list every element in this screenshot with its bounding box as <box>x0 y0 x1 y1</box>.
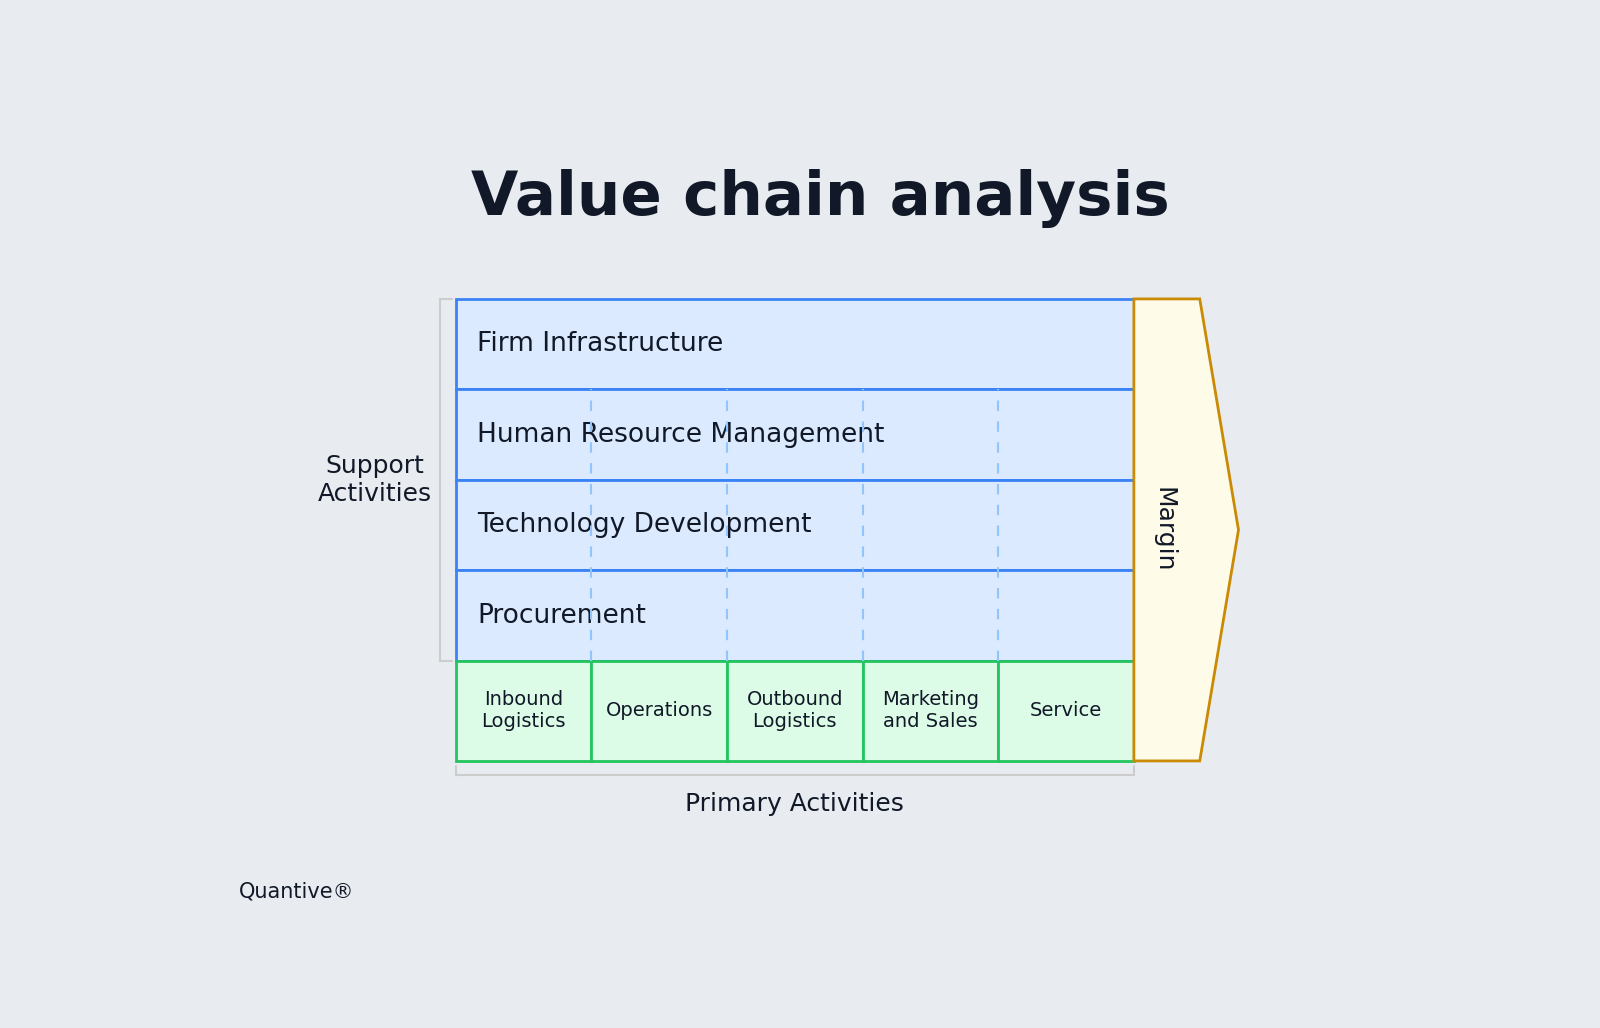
Polygon shape <box>1134 299 1238 761</box>
Bar <box>456 661 592 761</box>
Text: Quantive®: Quantive® <box>238 882 354 902</box>
Text: Human Resource Management: Human Resource Management <box>477 421 885 447</box>
Text: Firm Infrastructure: Firm Infrastructure <box>477 331 723 357</box>
Text: Procurement: Procurement <box>477 602 646 628</box>
Text: Marketing
and Sales: Marketing and Sales <box>882 691 979 731</box>
Bar <box>456 299 1134 390</box>
Text: Operations: Operations <box>605 701 714 721</box>
Bar <box>998 661 1134 761</box>
Bar <box>862 661 998 761</box>
Bar <box>592 661 726 761</box>
Text: Outbound
Logistics: Outbound Logistics <box>747 691 843 731</box>
Text: Margin: Margin <box>1152 487 1176 573</box>
Bar <box>456 390 1134 480</box>
Bar <box>456 571 1134 661</box>
Text: Primary Activities: Primary Activities <box>685 792 904 816</box>
Text: Value chain analysis: Value chain analysis <box>470 170 1170 228</box>
Text: Service: Service <box>1030 701 1102 721</box>
Text: Technology Development: Technology Development <box>477 512 811 538</box>
Bar <box>726 661 862 761</box>
Text: Inbound
Logistics: Inbound Logistics <box>482 691 566 731</box>
Text: Support
Activities: Support Activities <box>317 454 432 506</box>
Bar <box>456 480 1134 571</box>
